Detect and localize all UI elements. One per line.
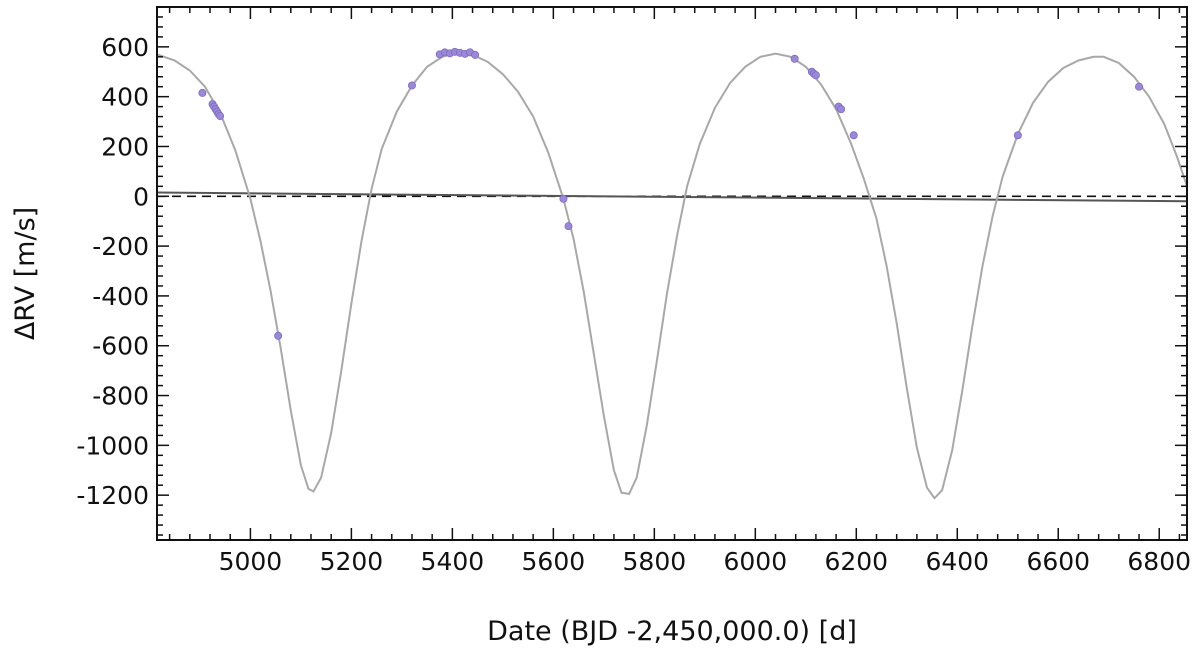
data-point <box>274 331 283 340</box>
y-tick-label: 400 <box>101 83 149 112</box>
data-point <box>559 194 568 203</box>
y-tick-label: 200 <box>101 132 149 161</box>
y-tick-label: 0 <box>133 182 149 211</box>
x-tick-label: 6000 <box>723 547 787 576</box>
y-tick-label: -600 <box>92 332 149 361</box>
x-tick-label: 6400 <box>925 547 989 576</box>
y-tick-label: -800 <box>92 382 149 411</box>
plot-frame <box>156 6 1188 541</box>
x-tick-label: 6800 <box>1127 547 1191 576</box>
data-point <box>407 81 416 90</box>
data-point <box>1135 82 1144 91</box>
data-point <box>216 112 225 121</box>
x-tick-label: 5200 <box>320 547 384 576</box>
y-tick-label: -1000 <box>76 431 149 460</box>
x-tick-label: 6600 <box>1026 547 1090 576</box>
x-tick-label: 5000 <box>219 547 283 576</box>
x-axis-label: Date (BJD -2,450,000.0) [d] <box>487 616 857 647</box>
x-tick-label: 5400 <box>421 547 485 576</box>
trend-line <box>156 191 1188 203</box>
data-point <box>849 131 858 140</box>
x-tick-label: 6200 <box>824 547 888 576</box>
data-point <box>198 88 207 97</box>
axis-ticks: 5000 5200 5400 5600 5800 6000 6200 6400 6600 6800… <box>76 6 1191 576</box>
data-point <box>790 54 799 63</box>
y-tick-label: -200 <box>92 232 149 261</box>
y-tick-label: -1200 <box>76 481 149 510</box>
data-point <box>1013 131 1022 140</box>
model-curve <box>156 51 1188 500</box>
plot-area <box>156 47 1188 500</box>
x-tick-label: 5800 <box>623 547 687 576</box>
y-axis-label: ΔRV [m/s] <box>10 207 41 340</box>
x-tick-label: 5600 <box>522 547 586 576</box>
data-point <box>837 105 846 114</box>
y-tick-label: 600 <box>101 33 149 62</box>
y-tick-label: -400 <box>92 282 149 311</box>
data-point <box>811 71 820 80</box>
data-point <box>471 50 480 59</box>
data-point <box>564 222 573 231</box>
